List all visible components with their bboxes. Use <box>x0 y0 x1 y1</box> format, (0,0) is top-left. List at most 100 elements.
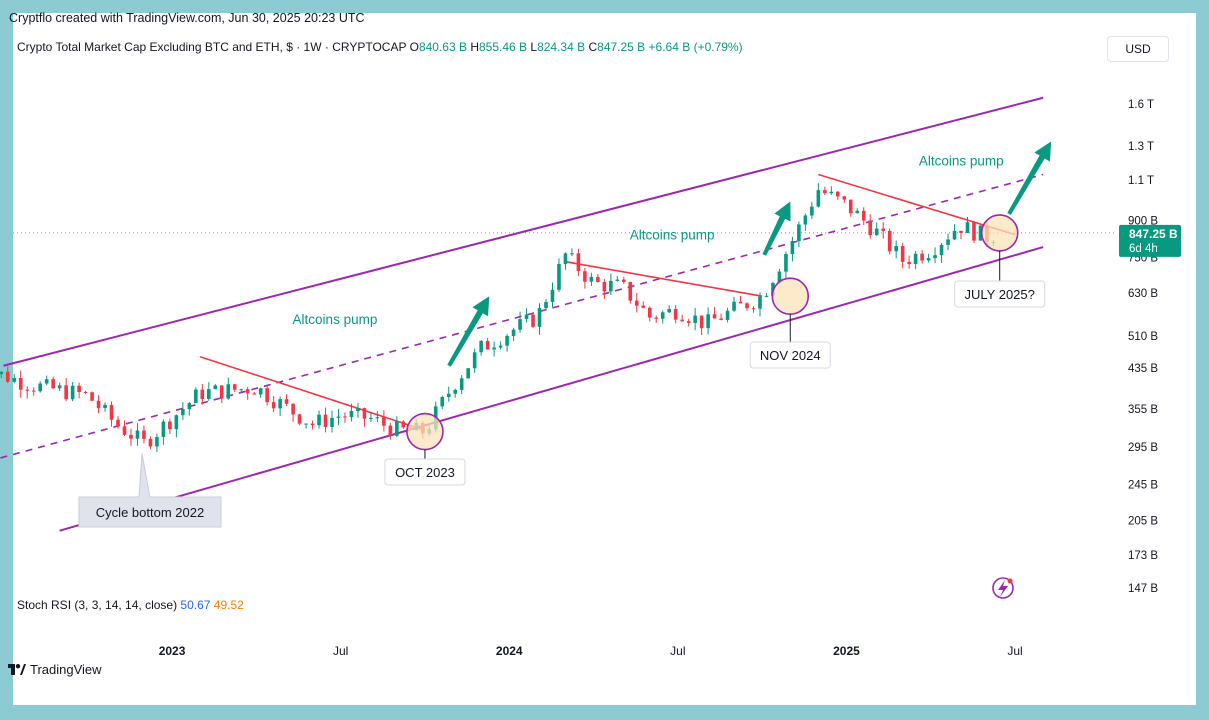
candle <box>693 307 697 331</box>
candle <box>836 190 840 201</box>
candle-body <box>946 239 950 245</box>
y-tick-label: 1.3 T <box>1128 141 1154 153</box>
candle-body <box>226 384 231 399</box>
candle <box>576 248 581 276</box>
candle-body <box>77 385 81 392</box>
price-tag-countdown: 6d 4h <box>1129 243 1158 255</box>
candle <box>12 374 17 384</box>
candle-body <box>764 295 769 297</box>
candle-body <box>751 308 756 310</box>
candle <box>232 383 237 392</box>
candle-body <box>122 426 127 435</box>
candle-body <box>109 404 114 420</box>
lightning-icon[interactable] <box>992 577 1014 599</box>
callout-label: JULY 2025? <box>965 287 1035 302</box>
stoch-rsi-legend[interactable]: Stoch RSI (3, 3, 14, 14, close) 50.67 49… <box>17 598 244 612</box>
y-tick-label: 510 B <box>1128 331 1158 343</box>
candle-body <box>0 371 4 375</box>
y-tick-label: 1.1 T <box>1128 175 1154 187</box>
candle <box>453 388 458 398</box>
candle-body <box>615 279 620 281</box>
candle <box>265 384 269 406</box>
candle-body <box>634 300 639 306</box>
candle <box>25 386 30 399</box>
candle <box>784 251 788 279</box>
candle-body <box>920 253 924 261</box>
callout: OCT 2023 <box>384 449 466 486</box>
candle-body <box>330 417 334 427</box>
candle <box>894 240 898 259</box>
candle-body <box>135 430 140 439</box>
candle-body <box>252 393 256 395</box>
candle <box>531 312 535 328</box>
candle-body <box>194 389 198 404</box>
y-tick-label: 355 B <box>1128 404 1158 416</box>
candle <box>615 276 620 282</box>
candle <box>213 384 218 390</box>
candle-body <box>336 416 341 418</box>
candle <box>330 410 334 433</box>
candle-body <box>881 228 885 231</box>
candle <box>518 311 522 333</box>
candle <box>712 306 717 319</box>
candle <box>336 408 341 426</box>
candle-body <box>453 389 458 394</box>
candle <box>5 366 10 384</box>
y-tick-label: 245 B <box>1128 479 1158 491</box>
candle-body <box>388 425 393 436</box>
candle-body <box>589 276 594 282</box>
symbol-title[interactable]: Crypto Total Market Cap Excluding BTC an… <box>17 40 407 54</box>
candle <box>122 420 127 436</box>
candle <box>699 315 704 336</box>
candle-body <box>142 430 146 439</box>
y-tick-label: 173 B <box>1128 550 1158 562</box>
price-tag-box <box>1119 224 1181 257</box>
candle <box>194 387 198 404</box>
candle-body <box>291 403 295 415</box>
candle <box>31 387 36 396</box>
candle <box>544 299 548 311</box>
candle-body <box>168 421 172 430</box>
candle-body <box>25 389 30 391</box>
candle-body <box>842 196 847 200</box>
last-price-tag: 847.25 B 6d 4h <box>1119 224 1181 257</box>
candle-body <box>472 352 477 369</box>
candle-body <box>492 347 496 350</box>
candle <box>297 413 302 426</box>
candle <box>978 225 983 241</box>
candle <box>70 381 75 402</box>
arrow-shape <box>447 296 490 367</box>
tradingview-logo[interactable]: TradingView <box>8 662 102 677</box>
candle <box>310 420 315 430</box>
candle-body <box>57 385 62 389</box>
downtrend-line <box>199 355 426 432</box>
candle-body <box>200 389 205 400</box>
channel-upper-line <box>3 96 1044 367</box>
change-value: +6.64 B (+0.79%) <box>648 40 743 54</box>
candle <box>174 414 179 438</box>
candle <box>356 403 360 418</box>
candle-body <box>323 414 328 427</box>
candle-body <box>894 246 898 252</box>
candle <box>926 253 931 263</box>
candle-body <box>90 392 94 401</box>
candle-body <box>544 301 548 309</box>
candle-body <box>563 253 568 264</box>
candle <box>505 334 509 352</box>
candle <box>317 410 321 429</box>
currency-button[interactable]: USD <box>1107 36 1169 62</box>
candles[interactable] <box>0 183 996 453</box>
pump-arrow-icon <box>1007 141 1052 216</box>
candle-body <box>278 399 282 409</box>
candle-body <box>855 210 860 214</box>
candle <box>900 242 905 269</box>
candle-body <box>440 397 445 407</box>
candle <box>939 242 944 264</box>
callout: NOV 2024 <box>749 314 831 369</box>
candle-body <box>232 384 237 390</box>
annotations: Altcoins pump Altcoins pump Altcoins pump C… <box>78 154 1046 528</box>
candle <box>96 395 101 414</box>
x-tick-label: 2024 <box>496 644 523 658</box>
candle <box>803 213 808 231</box>
